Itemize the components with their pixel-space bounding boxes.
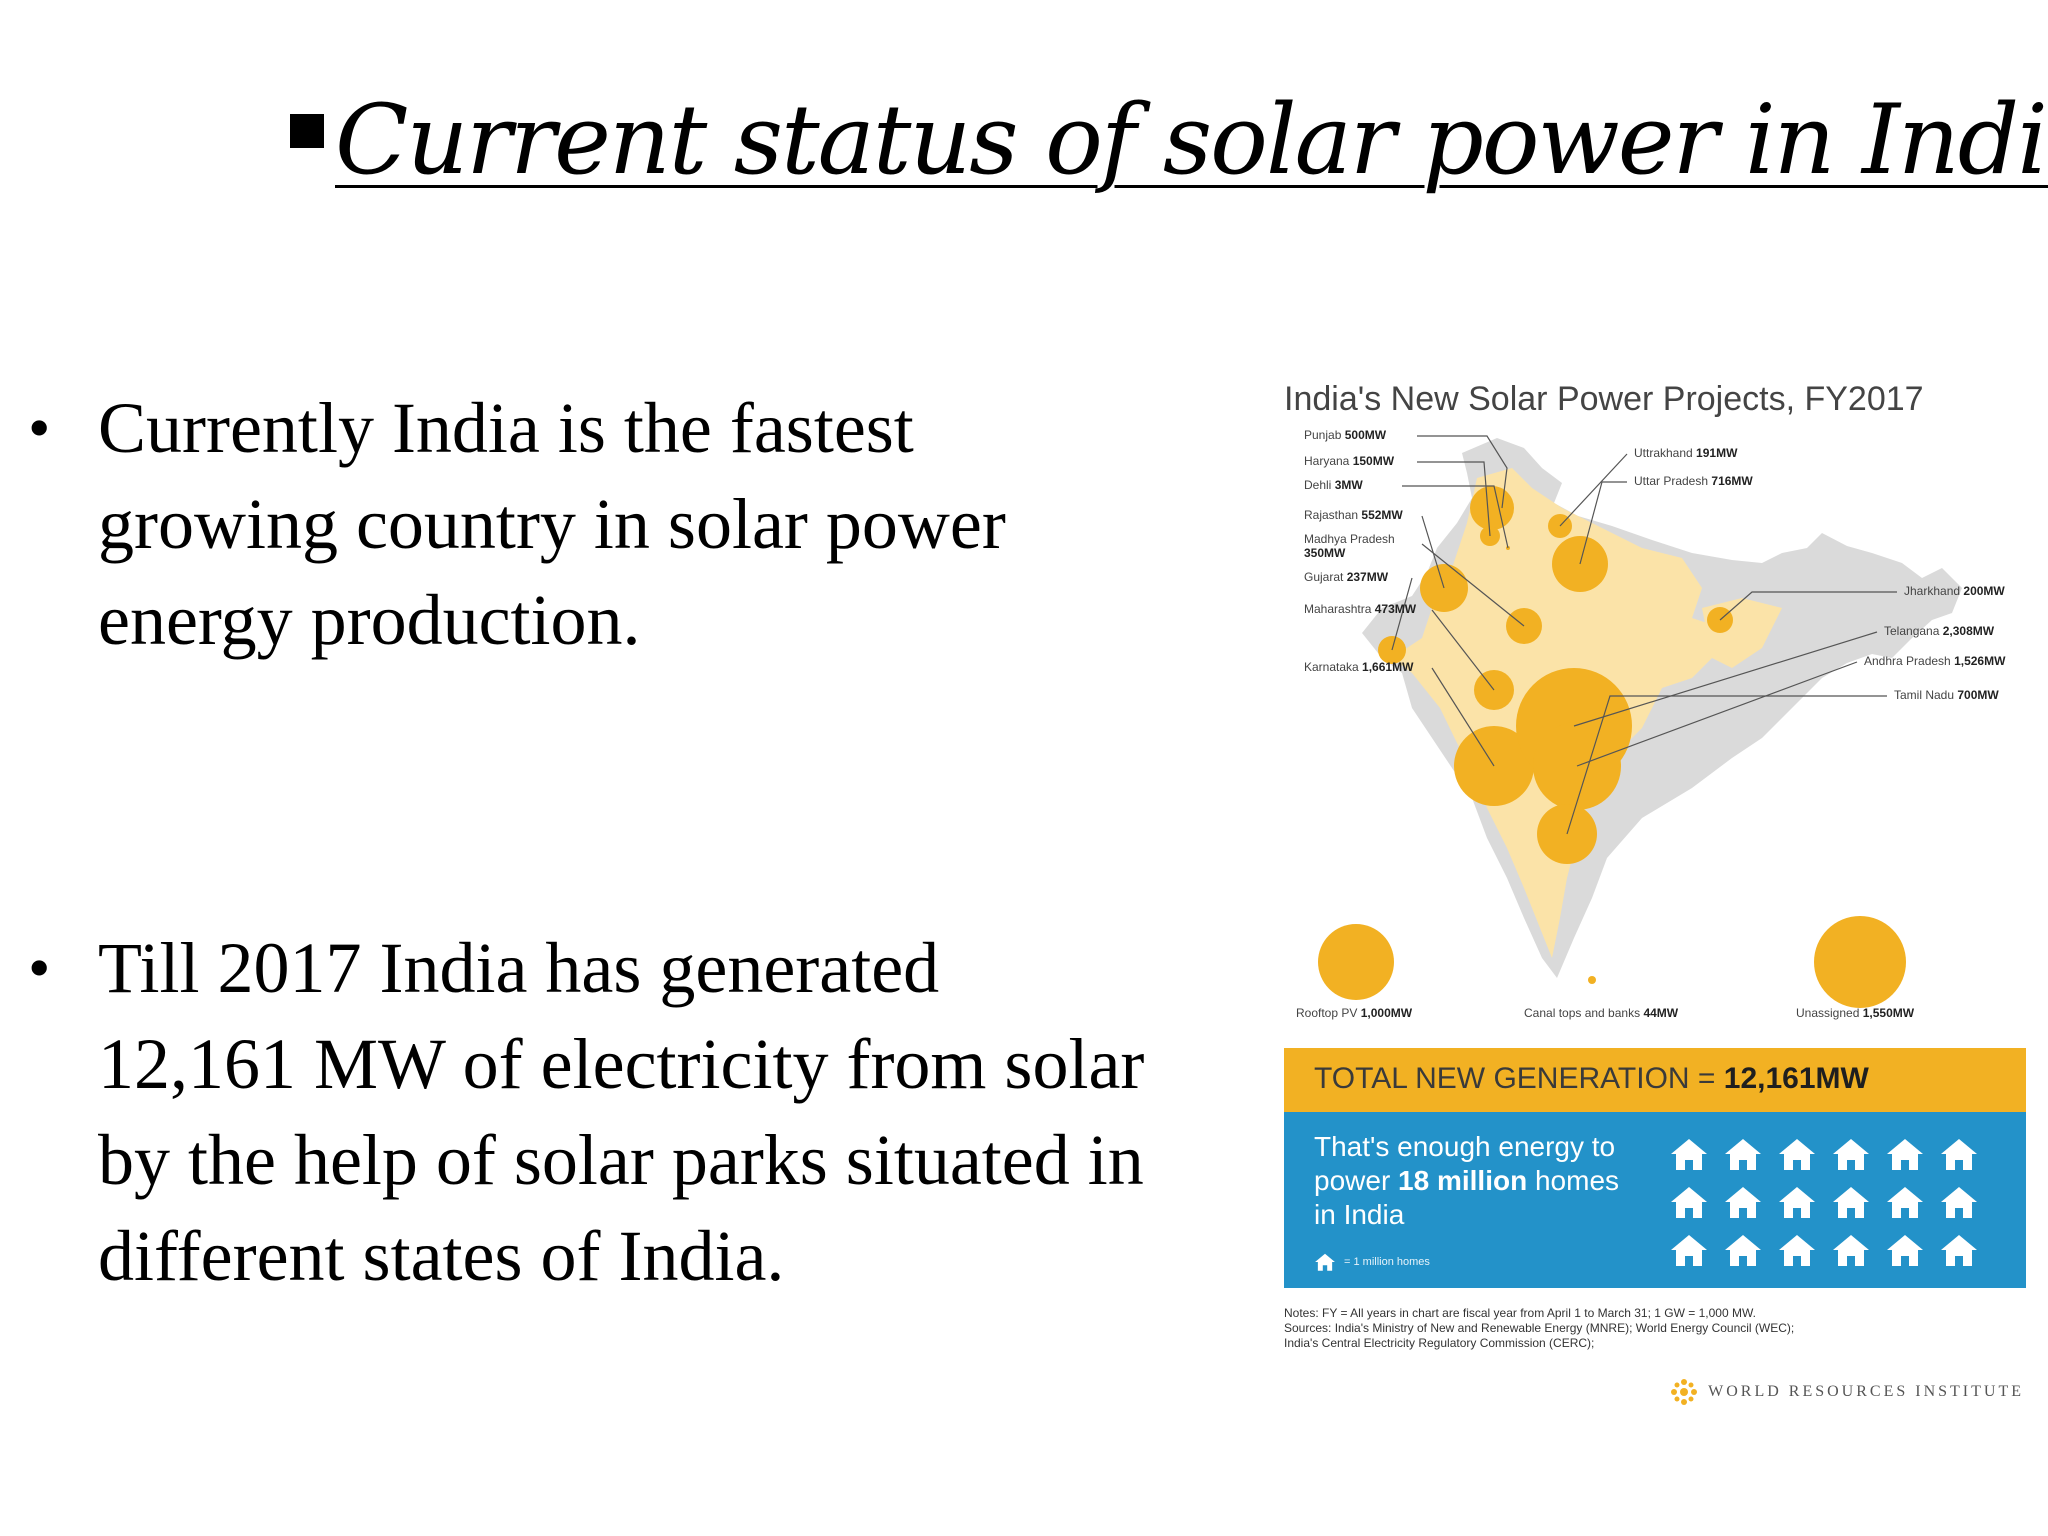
label-rooftop-pv: Rooftop PV 1,000MW [1296,1006,1413,1020]
label-canal-tops: Canal tops and banks 44MW [1524,1006,1679,1020]
homes-powered-box: That's enough energy to power 18 million… [1284,1112,2026,1288]
total-generation-bar: TOTAL NEW GENERATION = 12,161MW [1284,1048,2026,1112]
state-bubbles [1318,486,1906,1008]
note-line: Notes: FY = All years in chart are fisca… [1284,1306,1756,1320]
legend-text: = 1 million homes [1344,1256,1430,1268]
homes-legend: = 1 million homes [1314,1252,1430,1272]
house-icon [1941,1139,1977,1170]
bullet-text-1: Currently India is the fastest growing c… [98,388,1006,660]
house-icon [1887,1139,1923,1170]
house-icon [1887,1235,1923,1266]
slide-title: Current status of solar power in India [280,80,2048,230]
house-icon [1779,1187,1815,1218]
label-karnataka: Karnataka 1,661MW [1304,660,1414,674]
house-icon [1779,1139,1815,1170]
label-uttrakhand: Uttrakhand 191MW [1634,446,1738,460]
label-madhya-pradesh: Madhya Pradesh 350MW [1304,532,1395,560]
label-rajasthan: Rajasthan 552MW [1304,508,1403,522]
label-unassigned: Unassigned 1,550MW [1796,1006,1915,1020]
house-icon [1887,1187,1923,1218]
label-andhra-pradesh: Andhra Pradesh 1,526MW [1864,654,2006,668]
house-icon [1833,1187,1869,1218]
house-icon [1779,1235,1815,1266]
notes-sources: Notes: FY = All years in chart are fisca… [1284,1306,2024,1351]
source-logo: WORLD RESOURCES INSTITUTE [1670,1378,2024,1406]
house-icon [1671,1235,1707,1266]
label-haryana: Haryana 150MW [1304,454,1395,468]
house-icon [1725,1235,1761,1266]
label-uttar-pradesh: Uttar Pradesh 716MW [1634,474,1753,488]
wri-logo-text: WORLD RESOURCES INSTITUTE [1708,1383,2024,1400]
bullet-text-2: Till 2017 India has generated 12,161 MW … [98,928,1145,1296]
label-punjab: Punjab 500MW [1304,428,1387,442]
bubble-rooftop-pv [1318,924,1394,1000]
label-tamil-nadu: Tamil Nadu 700MW [1894,688,1999,702]
house-icon [1833,1235,1869,1266]
note-line: Sources: India's Ministry of New and Ren… [1284,1321,1795,1335]
bullet-item-2: • Till 2017 India has generated 12,161 M… [20,920,1150,1304]
label-maharashtra: Maharashtra 473MW [1304,602,1417,616]
house-icon [1725,1139,1761,1170]
house-icon [1941,1235,1977,1266]
india-map [1318,435,1962,1008]
house-icon [1725,1187,1761,1218]
house-icon [1671,1187,1707,1218]
label-dehli: Dehli 3MW [1304,478,1363,492]
wri-logo-icon [1671,1379,1698,1405]
homes-powered-text: That's enough energy to power 18 million… [1314,1131,1620,1230]
house-icon [1941,1187,1977,1218]
bubble-punjab [1470,486,1514,530]
bullet-item-1: • Currently India is the fastest growing… [20,380,1150,668]
total-generation-text: TOTAL NEW GENERATION = 12,161MW [1314,1062,1869,1095]
solar-infographic: India's New Solar Power Projects, FY2017 [1262,358,2036,1418]
leader-lines [1391,435,1897,835]
infographic-title: India's New Solar Power Projects, FY2017 [1284,380,1924,418]
title-text: Current status of solar power in India [335,84,2048,196]
label-telangana: Telangana 2,308MW [1884,624,1995,638]
bullet-dot-icon: • [28,392,51,463]
bullet-dot-icon: • [28,932,51,1003]
label-gujarat: Gujarat 237MW [1304,570,1389,584]
title-bullet-square [290,114,324,148]
note-line: India's Central Electricity Regulatory C… [1284,1336,1595,1350]
house-icon-grid [1669,1136,2009,1268]
house-icon [1833,1139,1869,1170]
bubble-unassigned [1814,916,1906,1008]
bullet-list: • Currently India is the fastest growing… [20,380,1150,1304]
label-jharkhand: Jharkhand 200MW [1904,584,2005,598]
house-icon [1315,1253,1335,1271]
bubble-canal-tops [1588,976,1596,984]
house-icon [1671,1139,1707,1170]
